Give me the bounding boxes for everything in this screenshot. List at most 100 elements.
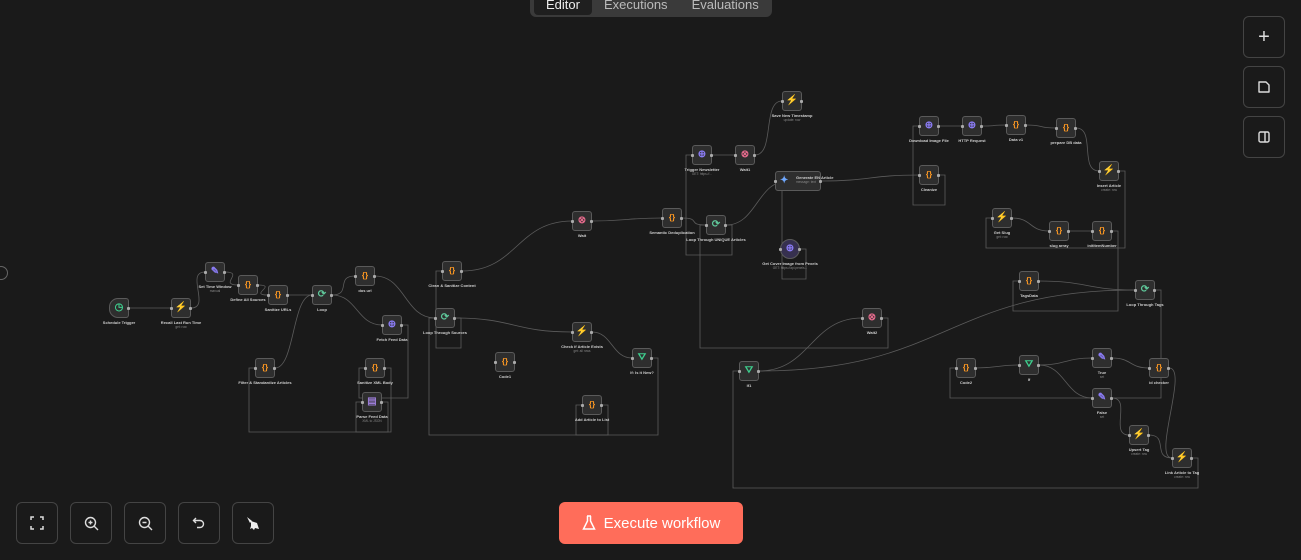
node-if[interactable]: ⛛ If [1018,355,1040,382]
output-port[interactable] [1147,434,1150,437]
output-port[interactable] [980,125,983,128]
connection-loop-to-dos-url[interactable] [331,275,356,296]
node-inititemnumber[interactable]: {} initItemNumber [1087,221,1117,248]
connection-loop-to-fetch-feed-data[interactable] [331,294,383,326]
connection-wait1-to-save-new-timestamp[interactable] [754,100,783,156]
connection-fetch-feed-data-to-sanitize-xml-body[interactable] [358,324,409,399]
output-port[interactable] [1117,170,1120,173]
node-save-new-timestamp[interactable]: ⚡ Save New Timestamp update: row [772,91,812,122]
input-port[interactable] [661,217,664,220]
connection-if-to-false[interactable] [1038,364,1093,399]
node-sanitize-urls[interactable]: {} Sanitize URLs [265,285,291,312]
undo-button[interactable] [178,502,220,544]
input-port[interactable] [961,125,964,128]
connection-wait-to-semantic-deduplication[interactable] [591,217,663,222]
connection-code2-to-if[interactable] [975,364,1020,369]
input-port[interactable] [991,217,994,220]
node-recall-last-run-time[interactable]: ⚡ Recall Last Run Time get: row [161,298,201,329]
output-port[interactable] [373,275,376,278]
output-port[interactable] [590,220,593,223]
tab-editor[interactable]: Editor [534,0,592,15]
input-port[interactable] [254,367,257,370]
connection-if-to-true[interactable] [1038,357,1093,366]
output-port[interactable] [400,324,403,327]
input-port[interactable] [1091,357,1094,360]
output-port[interactable] [937,174,940,177]
connection-clean-sanitize-content-to-wait[interactable] [461,220,573,272]
output-port[interactable] [753,154,756,157]
output-port[interactable] [223,271,226,274]
node-id-checker[interactable]: {} id checker [1148,358,1170,385]
zoom-in-button[interactable] [70,502,112,544]
connection-check-if-article-exists-to-if-is-it-new[interactable] [591,331,633,359]
node-generate-en-article[interactable]: ✦ Generate EN Article message: text [774,171,833,191]
node-add-article-to-list[interactable]: {} Add Article to List [575,395,609,422]
input-port[interactable] [1148,367,1151,370]
node-get-cover-image-from-pexels[interactable]: ⊕ Get Cover Image from Pexels GET: https:/… [762,239,818,270]
input-port[interactable] [311,294,314,297]
node-set-time-window[interactable]: ✎ Set Time Window manual [198,262,232,293]
output-port[interactable] [286,294,289,297]
output-port[interactable] [330,294,333,297]
input-port[interactable] [494,361,497,364]
input-port[interactable] [581,404,584,407]
connection-data-v1-to-prepare-db-data[interactable] [1025,124,1057,129]
output-port[interactable] [880,317,883,320]
connection-false-to-upsert-tag[interactable] [1111,397,1130,436]
input-port[interactable] [918,174,921,177]
output-port[interactable] [380,401,383,404]
input-port[interactable] [781,100,784,103]
input-port[interactable] [918,125,921,128]
input-port[interactable] [774,180,777,183]
input-port[interactable] [1171,457,1174,460]
connection-link-article-to-tag-to-if1[interactable] [732,370,1199,489]
output-port[interactable] [189,307,192,310]
output-port[interactable] [1037,364,1040,367]
connection-insert-article-to-get-slug[interactable] [985,170,1126,249]
output-port[interactable] [1190,457,1193,460]
node-check-if-article-exists[interactable]: ⚡ Check if Article Exists get: all rows [561,322,603,353]
output-port[interactable] [383,367,386,370]
connection-if1-to-loop-through-tags[interactable] [758,289,1136,372]
input-port[interactable] [361,401,364,404]
node-link-article-to-tag[interactable]: ⚡ Link Article to Tag create: row [1165,448,1199,479]
output-port[interactable] [453,317,456,320]
connection-id-checker-to-link-article-to-tag[interactable] [1165,367,1176,459]
input-port[interactable] [1091,397,1094,400]
output-port[interactable] [590,331,593,334]
node-dos-url[interactable]: {} dos url [354,266,376,293]
node-http-request[interactable]: ⊕ HTTP Request [958,116,986,143]
fit-view-button[interactable] [16,502,58,544]
output-port[interactable] [600,404,603,407]
node-schedule-trigger[interactable]: ◷ Schedule Trigger [103,298,135,325]
input-port[interactable] [1048,230,1051,233]
node-code2[interactable]: {} Code2 [955,358,977,385]
connection-define-all-sources-to-sanitize-urls[interactable] [257,284,269,296]
node-loop[interactable]: ⟳ Loop [311,285,333,312]
connection-wait2-to-loop-through-unique-articles[interactable] [699,224,889,349]
input-port[interactable] [441,270,444,273]
node-define-all-sources[interactable]: {} Define All Sources [230,275,266,302]
node-upsert-tag[interactable]: ⚡ Upsert Tag create: row [1128,425,1150,456]
input-port[interactable] [1055,127,1058,130]
node-prepare-db-data[interactable]: {} prepare DB data [1051,118,1081,145]
input-port[interactable] [237,284,240,287]
connection-upsert-tag-to-link-article-to-tag[interactable] [1148,434,1173,459]
connection-loop-through-sources-to-check-if-article-exists[interactable] [454,317,573,333]
node-wait[interactable]: ⊗ Wait [571,211,593,238]
input-port[interactable] [955,367,958,370]
output-port[interactable] [710,154,713,157]
input-port[interactable] [691,154,694,157]
add-sticky-note-button[interactable] [1243,66,1285,108]
output-port[interactable] [256,284,259,287]
input-port[interactable] [571,331,574,334]
output-port[interactable] [1074,127,1077,130]
connection-if-is-it-new-to-add-article-to-list[interactable] [575,357,659,436]
node-wait1[interactable]: ⊗ Wait1 [734,145,756,172]
node-trigger-newsletter[interactable]: ⊕ Trigger Newsletter GET: https://... [685,145,719,176]
input-port[interactable] [354,275,357,278]
node-clean-sanitize-content[interactable]: {} Clean & Sanitize Content [428,261,476,288]
output-port[interactable] [650,357,653,360]
connection-if1-to-wait2[interactable] [758,317,863,372]
execute-workflow-button[interactable]: Execute workflow [559,502,743,544]
